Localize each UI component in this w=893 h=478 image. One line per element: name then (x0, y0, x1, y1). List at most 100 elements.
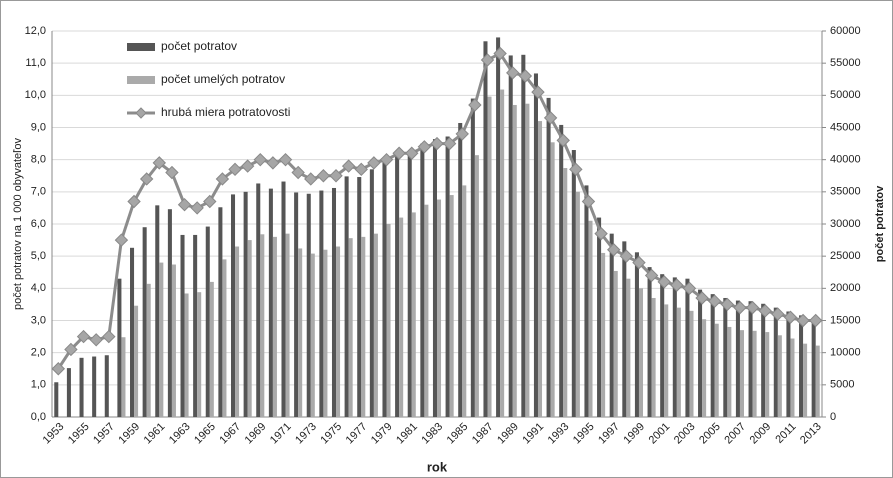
marker (619, 249, 634, 263)
legend-label: hrubá miera potratovosti (161, 105, 290, 119)
marker (783, 310, 798, 324)
bar (727, 326, 732, 417)
bar (209, 281, 214, 417)
y-tick-label: 7,0 (31, 186, 46, 198)
marker (745, 300, 760, 315)
y-tick-label: 5,0 (31, 250, 46, 262)
marker (341, 159, 356, 173)
marker (152, 156, 167, 170)
bar (512, 104, 517, 417)
bar (786, 311, 791, 417)
marker (682, 281, 697, 296)
bar (546, 97, 551, 417)
bar (256, 183, 261, 417)
bar (382, 160, 387, 417)
bar (609, 233, 614, 417)
marker (203, 194, 217, 209)
bar (104, 355, 109, 417)
y2-tick-label: 0 (830, 411, 836, 423)
x-axis-title: rok (427, 459, 448, 474)
bar (500, 89, 505, 417)
marker (76, 329, 91, 344)
y2-tick-label: 55000 (830, 57, 861, 69)
marker (392, 146, 406, 160)
bar (180, 234, 185, 417)
legend-label: počet potratov (161, 39, 237, 53)
marker (644, 268, 659, 283)
bar (811, 317, 816, 417)
bar (559, 124, 564, 417)
y2-tick-label: 5000 (830, 379, 854, 391)
y-tick-label: 6,0 (31, 218, 46, 230)
bar (571, 150, 576, 417)
marker (417, 140, 432, 154)
bar (167, 209, 172, 417)
marker (215, 172, 230, 186)
bar (449, 195, 454, 417)
bar (723, 297, 728, 417)
bar (117, 278, 122, 417)
bar (815, 345, 820, 417)
bar (130, 247, 135, 417)
marker (165, 165, 179, 180)
bar (765, 332, 770, 417)
y-axis-title: počet potratov na 1 000 obyvateľov (12, 138, 24, 310)
bar (508, 55, 513, 418)
bar (54, 382, 59, 417)
bar (230, 194, 236, 417)
bar (348, 238, 353, 417)
bar (537, 121, 543, 418)
bar (146, 283, 151, 417)
bar (420, 143, 425, 418)
bar (222, 259, 227, 417)
marker (594, 226, 608, 241)
y-tick-label: 11,0 (25, 57, 46, 69)
y-tick-label: 4,0 (31, 282, 46, 294)
marker (405, 146, 419, 160)
bar (462, 185, 467, 417)
marker (480, 53, 495, 67)
bar (344, 176, 349, 417)
legend-swatch (127, 76, 155, 84)
y2-tick-label: 15000 (830, 314, 861, 326)
bar (306, 193, 311, 417)
bar (411, 212, 416, 417)
bar (331, 187, 337, 417)
bar (319, 190, 324, 417)
legend-swatch (135, 107, 147, 119)
marker (632, 255, 646, 270)
bar (361, 236, 366, 417)
marker (316, 169, 331, 183)
marker (354, 162, 368, 177)
bar (155, 205, 160, 417)
bar (121, 337, 126, 417)
marker (556, 133, 570, 148)
bar (268, 188, 273, 417)
bar (142, 227, 147, 417)
y-tick-label: 2,0 (31, 347, 46, 359)
bar (294, 192, 299, 417)
y2-tick-label: 25000 (830, 250, 861, 262)
marker (127, 194, 141, 209)
bar (218, 207, 223, 417)
bar (588, 220, 593, 417)
bar (597, 217, 602, 417)
y2-tick-label: 35000 (830, 186, 861, 198)
bar (698, 289, 703, 417)
bar (521, 54, 526, 417)
marker (569, 162, 583, 177)
bar (159, 262, 164, 417)
bar (689, 310, 694, 417)
marker (758, 304, 772, 318)
marker (304, 172, 318, 186)
bar (369, 169, 374, 417)
bar (193, 234, 198, 417)
bar (799, 315, 804, 417)
bar (777, 335, 782, 417)
y-tick-label: 1,0 (31, 379, 46, 391)
marker (518, 69, 533, 83)
marker (253, 152, 267, 167)
marker (278, 152, 293, 167)
bar (407, 153, 412, 417)
marker (442, 136, 457, 151)
